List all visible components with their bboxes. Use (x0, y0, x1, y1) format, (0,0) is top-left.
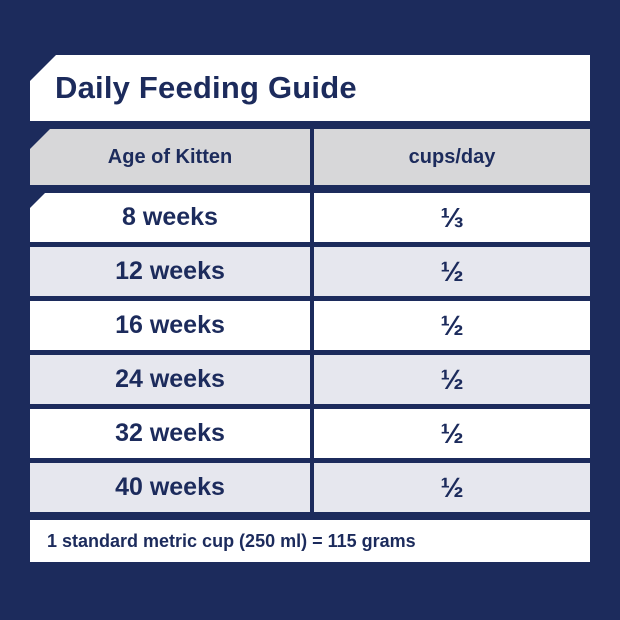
footnote-text: 1 standard metric cup (250 ml) = 115 gra… (47, 530, 416, 551)
age-cell: 12 weeks (115, 257, 225, 285)
footnote-bar: 1 standard metric cup (250 ml) = 115 gra… (30, 520, 590, 562)
fraction-value: ½ (440, 471, 464, 503)
cups-cell: ½ (310, 301, 590, 350)
cups-cell: ½ (310, 355, 590, 404)
fraction-value: ½ (440, 417, 464, 449)
table-header-row: Age of Kitten cups/day (30, 129, 590, 185)
table-header-age: Age of Kitten (107, 145, 233, 168)
table-row: 8 weeks ⅓ (30, 193, 590, 242)
table-row: 32 weeks ½ (30, 409, 590, 458)
age-cell: 16 weeks (115, 311, 225, 339)
fraction-value: ⅓ (440, 201, 464, 233)
table-row: 24 weeks ½ (30, 355, 590, 404)
fraction-value: ½ (440, 363, 464, 395)
title-bar: Daily Feeding Guide (30, 55, 590, 121)
feeding-table: Age of Kitten cups/day 8 weeks ⅓ 12 week… (30, 129, 590, 517)
age-cell: 32 weeks (115, 419, 225, 447)
age-cell: 8 weeks (122, 203, 218, 231)
age-cell: 40 weeks (115, 473, 225, 501)
cups-cell: ½ (310, 247, 590, 296)
page-title: Daily Feeding Guide (55, 70, 357, 105)
fraction-value: ½ (440, 309, 464, 341)
table-row: 16 weeks ½ (30, 301, 590, 350)
cups-cell: ½ (310, 409, 590, 458)
table-header-cups: cups/day (310, 129, 590, 185)
cups-cell: ⅓ (310, 193, 590, 242)
fraction-value: ½ (440, 255, 464, 287)
table-row: 40 weeks ½ (30, 463, 590, 512)
age-cell: 24 weeks (115, 365, 225, 393)
cups-cell: ½ (310, 463, 590, 512)
table-row: 12 weeks ½ (30, 247, 590, 296)
